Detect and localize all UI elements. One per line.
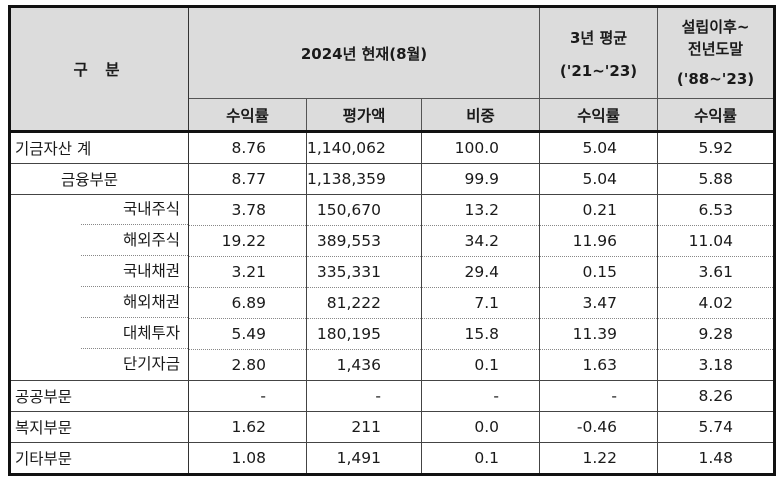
cell-weight: 99.9 <box>420 163 541 195</box>
cell-return: - <box>188 380 307 412</box>
cell-3y-return: 5.04 <box>539 131 659 164</box>
row-label: 단기자금 <box>9 349 189 381</box>
cell-3y-return: - <box>539 380 659 412</box>
cell-return: 8.77 <box>188 163 307 195</box>
since-inception-range: ('88~'23) <box>676 70 755 88</box>
subheader-weight: 비중 <box>420 98 541 133</box>
cell-value: 389,553 <box>306 225 422 257</box>
cell-return: 2.80 <box>188 349 307 381</box>
row-label: 국내주식 <box>9 194 189 226</box>
cell-3y-return: 1.22 <box>539 442 659 475</box>
cell-value: 211 <box>306 411 422 443</box>
table-row: 기타부문 1.08 1,491 0.1 1.22 1.48 <box>9 442 776 475</box>
table-row: 해외채권 6.89 81,222 7.1 3.47 4.02 <box>9 287 776 319</box>
table-row: 국내채권 3.21 335,331 29.4 0.15 3.61 <box>9 256 776 288</box>
row-label: 금융부문 <box>9 163 189 195</box>
cell-value: 1,140,062 <box>306 131 422 164</box>
cell-3y-return: -0.46 <box>539 411 659 443</box>
subheader-value: 평가액 <box>306 98 422 133</box>
row-label: 기타부문 <box>9 442 189 475</box>
table-row: 공공부문 - - - - 8.26 <box>9 380 776 412</box>
cell-value: 335,331 <box>306 256 422 288</box>
since-inception-title-2: 전년도말 <box>687 40 744 58</box>
cell-weight: 0.1 <box>420 442 541 475</box>
since-inception-title-1: 설립이후~ <box>681 18 750 36</box>
cell-since-return: 5.88 <box>657 163 776 195</box>
cell-value: - <box>306 380 422 412</box>
cell-weight: 15.8 <box>420 318 541 350</box>
cell-return: 6.89 <box>188 287 307 319</box>
cell-3y-return: 3.47 <box>539 287 659 319</box>
cell-return: 1.08 <box>188 442 307 475</box>
cell-since-return: 9.28 <box>657 318 776 350</box>
subheader-since-return: 수익률 <box>657 98 776 133</box>
three-year-avg-header: 3년 평균 ('21~'23) <box>539 6 659 99</box>
cell-value: 150,670 <box>306 194 422 226</box>
row-label: 국내채권 <box>9 256 189 288</box>
row-label-text: 국내채권 <box>81 257 188 287</box>
table-row: 대체투자 5.49 180,195 15.8 11.39 9.28 <box>9 318 776 350</box>
row-label: 대체투자 <box>9 318 189 350</box>
row-label-text: 국내주식 <box>81 195 188 226</box>
cell-return: 3.78 <box>188 194 307 226</box>
cell-return: 5.49 <box>188 318 307 350</box>
subheader-3y-return: 수익률 <box>539 98 659 133</box>
row-label-text: 해외채권 <box>81 288 188 318</box>
cell-value: 1,138,359 <box>306 163 422 195</box>
table-row: 국내주식 3.78 150,670 13.2 0.21 6.53 <box>9 194 776 226</box>
cell-weight: 13.2 <box>420 194 541 226</box>
cell-return: 1.62 <box>188 411 307 443</box>
table-row: 단기자금 2.80 1,436 0.1 1.63 3.18 <box>9 349 776 381</box>
cell-value: 81,222 <box>306 287 422 319</box>
cell-return: 8.76 <box>188 131 307 164</box>
cell-weight: 0.1 <box>420 349 541 381</box>
cell-value: 1,436 <box>306 349 422 381</box>
subheader-return: 수익률 <box>188 98 307 133</box>
fund-returns-table: 구 분 2024년 현재(8월) 3년 평균 ('21~'23) 설립이후~ 전… <box>8 5 777 476</box>
cell-3y-return: 11.96 <box>539 225 659 257</box>
cell-since-return: 3.61 <box>657 256 776 288</box>
cell-since-return: 3.18 <box>657 349 776 381</box>
row-label: 복지부문 <box>9 411 189 443</box>
table-row: 해외주식 19.22 389,553 34.2 11.96 11.04 <box>9 225 776 257</box>
cell-since-return: 5.74 <box>657 411 776 443</box>
row-label-text: 해외주식 <box>81 226 188 256</box>
row-label: 해외주식 <box>9 225 189 257</box>
cell-since-return: 5.92 <box>657 131 776 164</box>
cell-3y-return: 11.39 <box>539 318 659 350</box>
cell-since-return: 1.48 <box>657 442 776 475</box>
cell-3y-return: 5.04 <box>539 163 659 195</box>
cell-weight: 29.4 <box>420 256 541 288</box>
row-label-text: 단기자금 <box>122 355 180 374</box>
row-label: 기금자산 계 <box>9 131 189 164</box>
cell-3y-return: 1.63 <box>539 349 659 381</box>
row-label-text: 대체투자 <box>81 319 188 349</box>
cell-since-return: 8.26 <box>657 380 776 412</box>
table-row: 복지부문 1.62 211 0.0 -0.46 5.74 <box>9 411 776 443</box>
current-period-header: 2024년 현재(8월) <box>187 6 541 99</box>
cell-weight: 34.2 <box>420 225 541 257</box>
row-label: 공공부문 <box>9 380 189 412</box>
cell-3y-return: 0.15 <box>539 256 659 288</box>
cell-since-return: 11.04 <box>657 225 776 257</box>
cell-3y-return: 0.21 <box>539 194 659 226</box>
three-year-avg-title: 3년 평균 <box>569 28 628 47</box>
cell-return: 3.21 <box>188 256 307 288</box>
cell-weight: 7.1 <box>420 287 541 319</box>
since-inception-header: 설립이후~ 전년도말 ('88~'23) <box>657 6 776 99</box>
cell-value: 1,491 <box>306 442 422 475</box>
cell-weight: 100.0 <box>420 131 541 164</box>
cell-value: 180,195 <box>306 318 422 350</box>
three-year-avg-range: ('21~'23) <box>559 61 638 80</box>
cell-return: 19.22 <box>188 225 307 257</box>
cell-since-return: 4.02 <box>657 287 776 319</box>
cell-weight: 0.0 <box>420 411 541 443</box>
table-row: 금융부문 8.77 1,138,359 99.9 5.04 5.88 <box>9 163 776 195</box>
cell-since-return: 6.53 <box>657 194 776 226</box>
row-label: 해외채권 <box>9 287 189 319</box>
cell-weight: - <box>420 380 541 412</box>
category-header: 구 분 <box>9 6 189 133</box>
table-row: 기금자산 계 8.76 1,140,062 100.0 5.04 5.92 <box>9 131 776 164</box>
